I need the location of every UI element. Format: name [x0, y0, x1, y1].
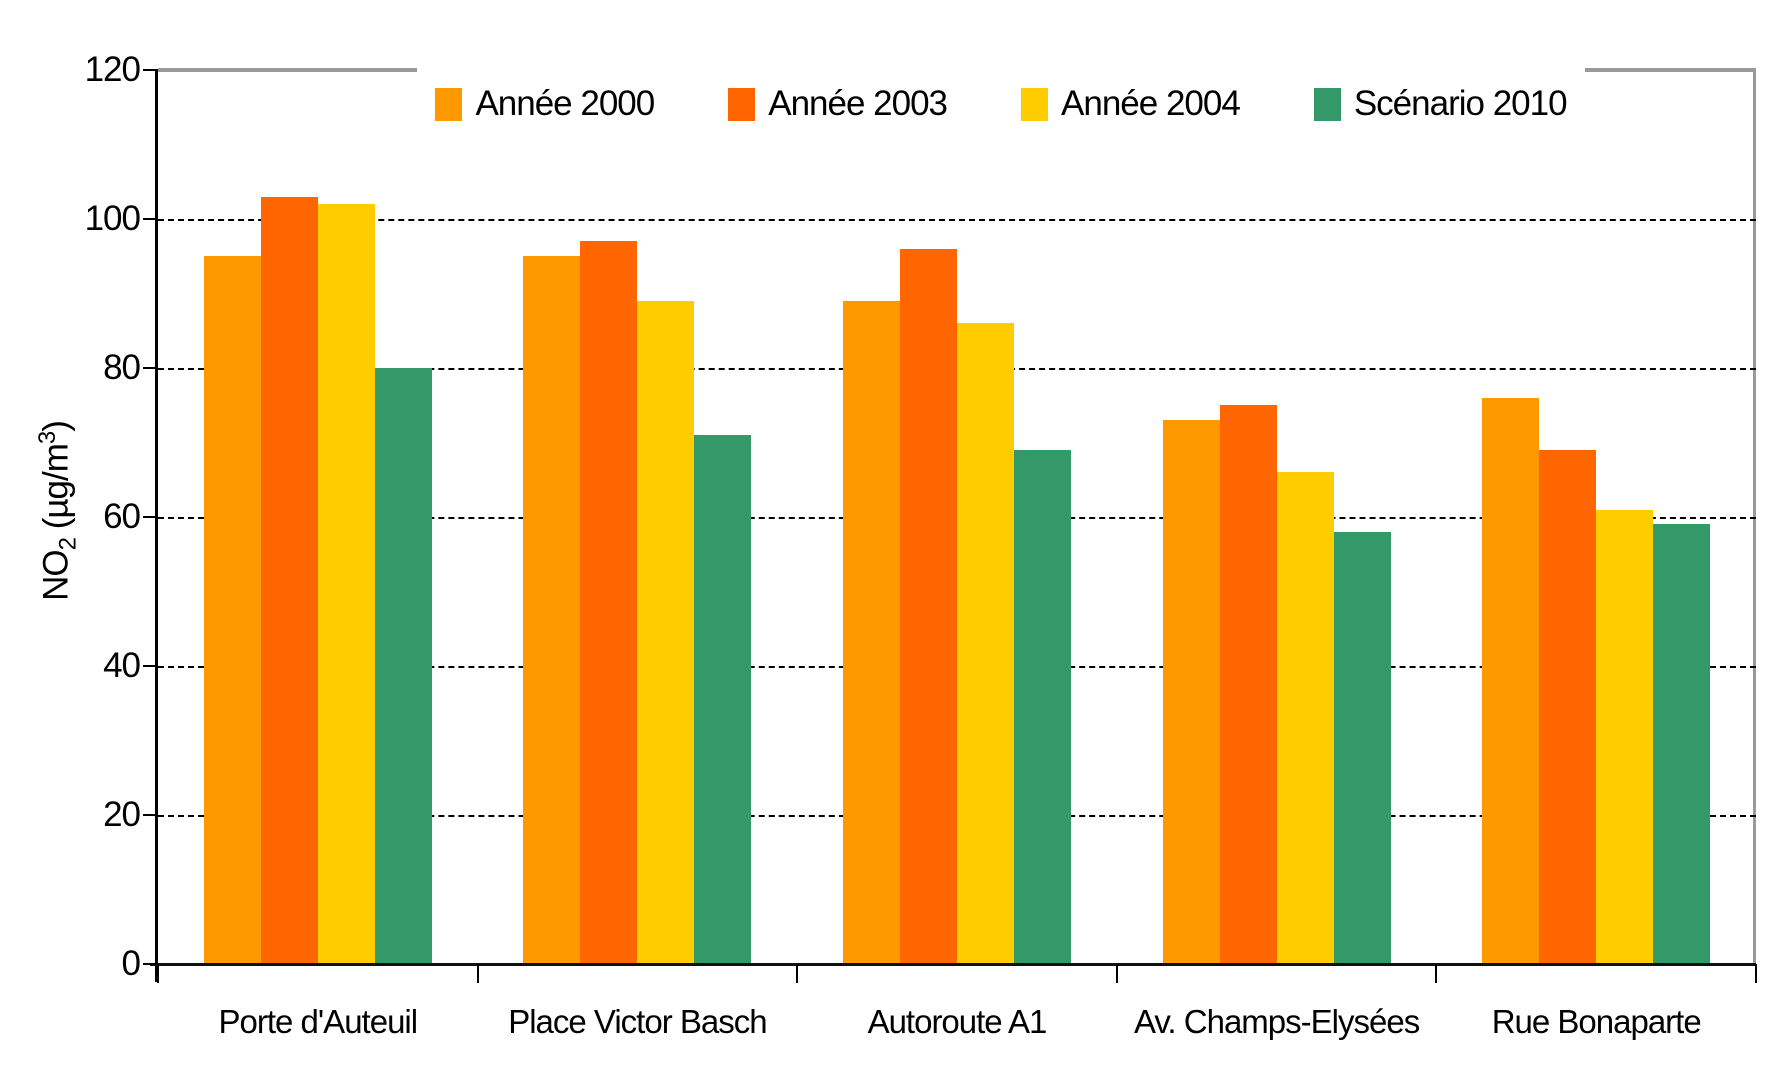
legend-swatch-scenario-2010: [1313, 87, 1341, 121]
legend-swatch-annee-2004: [1021, 87, 1049, 121]
y-axis-title-superscript: 3: [34, 431, 61, 445]
y-axis-tick-120: [143, 69, 158, 71]
bar-annee-2003-rue-bonaparte: [1539, 449, 1597, 964]
bar-annee-2000-porte-d-auteuil: [203, 256, 261, 964]
legend-swatch-annee-2000: [435, 87, 463, 121]
y-axis-title-subscript: 2: [54, 538, 82, 551]
category-label-porte-d-auteuil: Porte d'Auteuil: [218, 1003, 418, 1040]
x-axis-tick-4: [1435, 964, 1438, 983]
bar-annee-2003-av-champs-elysees: [1219, 405, 1277, 964]
x-axis-tick-3: [1115, 964, 1118, 983]
y-axis-tick-label-80: 80: [103, 348, 141, 387]
legend-label-annee-2000: Année 2000: [475, 84, 655, 123]
x-axis-tick-0: [157, 964, 159, 983]
y-axis-tick-label-100: 100: [84, 199, 141, 238]
x-axis-line: [150, 963, 1756, 966]
y-axis-tick-0: [143, 963, 158, 965]
x-axis-tick-2: [796, 964, 799, 983]
y-axis-tick-label-120: 120: [84, 50, 141, 89]
y-axis-tick-100: [143, 218, 158, 220]
bar-annee-2003-autoroute-a1: [900, 248, 957, 964]
bar-annee-2000-autoroute-a1: [843, 300, 900, 964]
bar-annee-2000-av-champs-elysees: [1162, 420, 1220, 964]
plot-right-border: [1753, 68, 1756, 964]
legend-item-annee-2003: Année 2003: [728, 84, 948, 124]
bar-annee-2004-place-victor-basch: [637, 300, 695, 964]
y-axis-line: [155, 70, 158, 982]
bar-annee-2004-av-champs-elysees: [1276, 472, 1334, 964]
y-axis-tick-label-0: 0: [121, 944, 141, 983]
y-axis-tick-60: [143, 516, 158, 518]
bar-annee-2003-place-victor-basch: [580, 241, 638, 964]
y-axis-tick-20: [143, 814, 158, 816]
bar-annee-2004-autoroute-a1: [957, 323, 1014, 964]
category-label-av-champs-elysees: Av. Champs-Elysées: [1133, 1003, 1420, 1040]
bar-scenario-2010-autoroute-a1: [1014, 449, 1071, 964]
y-axis-title-text: NO: [36, 550, 76, 601]
gridline-100: [158, 219, 1756, 221]
bar-annee-2004-porte-d-auteuil: [317, 204, 375, 964]
bar-scenario-2010-porte-d-auteuil: [374, 368, 432, 964]
y-axis-tick-label-20: 20: [103, 795, 141, 834]
y-axis-tick-40: [143, 665, 158, 667]
legend-label-annee-2003: Année 2003: [768, 84, 948, 123]
y-axis-title-text: ): [36, 421, 76, 432]
bar-annee-2000-rue-bonaparte: [1482, 397, 1540, 964]
bar-annee-2004-rue-bonaparte: [1596, 509, 1654, 964]
legend-label-annee-2004: Année 2004: [1061, 84, 1241, 123]
legend-item-annee-2000: Année 2000: [435, 84, 655, 124]
y-axis-tick-label-60: 60: [103, 497, 141, 536]
legend-item-scenario-2010: Scénario 2010: [1313, 84, 1568, 124]
bar-annee-2000-place-victor-basch: [523, 256, 581, 964]
category-label-place-victor-basch: Place Victor Basch: [508, 1003, 767, 1040]
x-axis-tick-5: [1755, 964, 1757, 983]
category-label-autoroute-a1: Autoroute A1: [867, 1003, 1048, 1040]
legend: Année 2000 Année 2003 Année 2004 Scénario 2…: [417, 56, 1585, 152]
legend-swatch-annee-2003: [728, 87, 756, 121]
y-axis-tick-label-40: 40: [103, 646, 141, 685]
legend-item-annee-2004: Année 2004: [1021, 84, 1241, 124]
category-label-rue-bonaparte: Rue Bonaparte: [1491, 1003, 1702, 1040]
bar-scenario-2010-place-victor-basch: [694, 435, 752, 964]
legend-label-scenario-2010: Scénario 2010: [1353, 84, 1568, 123]
y-axis-tick-80: [143, 367, 158, 369]
bar-scenario-2010-av-champs-elysees: [1333, 531, 1391, 964]
plot-area: [143, 68, 1757, 983]
x-axis-tick-1: [476, 964, 479, 983]
bar-annee-2003-porte-d-auteuil: [260, 196, 318, 964]
bar-scenario-2010-rue-bonaparte: [1653, 524, 1711, 964]
